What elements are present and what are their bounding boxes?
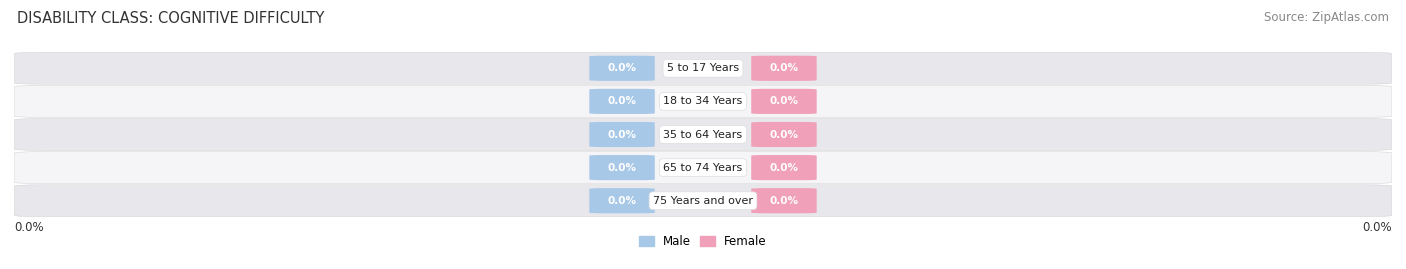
FancyBboxPatch shape xyxy=(589,89,655,114)
FancyBboxPatch shape xyxy=(751,56,817,81)
Text: 5 to 17 Years: 5 to 17 Years xyxy=(666,63,740,73)
FancyBboxPatch shape xyxy=(589,122,655,147)
Text: DISABILITY CLASS: COGNITIVE DIFFICULTY: DISABILITY CLASS: COGNITIVE DIFFICULTY xyxy=(17,11,325,26)
Text: 0.0%: 0.0% xyxy=(607,63,637,73)
Text: 0.0%: 0.0% xyxy=(607,129,637,140)
Text: 75 Years and over: 75 Years and over xyxy=(652,196,754,206)
FancyBboxPatch shape xyxy=(589,56,655,81)
Text: 18 to 34 Years: 18 to 34 Years xyxy=(664,96,742,107)
Text: 0.0%: 0.0% xyxy=(769,196,799,206)
Text: 0.0%: 0.0% xyxy=(607,96,637,107)
Text: 0.0%: 0.0% xyxy=(1362,221,1392,233)
FancyBboxPatch shape xyxy=(14,52,1392,84)
FancyBboxPatch shape xyxy=(14,86,1392,117)
FancyBboxPatch shape xyxy=(751,188,817,213)
Text: 0.0%: 0.0% xyxy=(769,96,799,107)
FancyBboxPatch shape xyxy=(751,155,817,180)
Text: 0.0%: 0.0% xyxy=(769,162,799,173)
Text: 0.0%: 0.0% xyxy=(14,221,44,233)
Text: 0.0%: 0.0% xyxy=(607,162,637,173)
Legend: Male, Female: Male, Female xyxy=(634,230,772,253)
Text: 0.0%: 0.0% xyxy=(769,129,799,140)
Text: Source: ZipAtlas.com: Source: ZipAtlas.com xyxy=(1264,11,1389,24)
FancyBboxPatch shape xyxy=(589,155,655,180)
Text: 0.0%: 0.0% xyxy=(769,63,799,73)
FancyBboxPatch shape xyxy=(589,188,655,213)
FancyBboxPatch shape xyxy=(14,119,1392,150)
Text: 35 to 64 Years: 35 to 64 Years xyxy=(664,129,742,140)
Text: 65 to 74 Years: 65 to 74 Years xyxy=(664,162,742,173)
FancyBboxPatch shape xyxy=(751,122,817,147)
FancyBboxPatch shape xyxy=(14,185,1392,217)
Text: 0.0%: 0.0% xyxy=(607,196,637,206)
FancyBboxPatch shape xyxy=(14,152,1392,183)
FancyBboxPatch shape xyxy=(751,89,817,114)
